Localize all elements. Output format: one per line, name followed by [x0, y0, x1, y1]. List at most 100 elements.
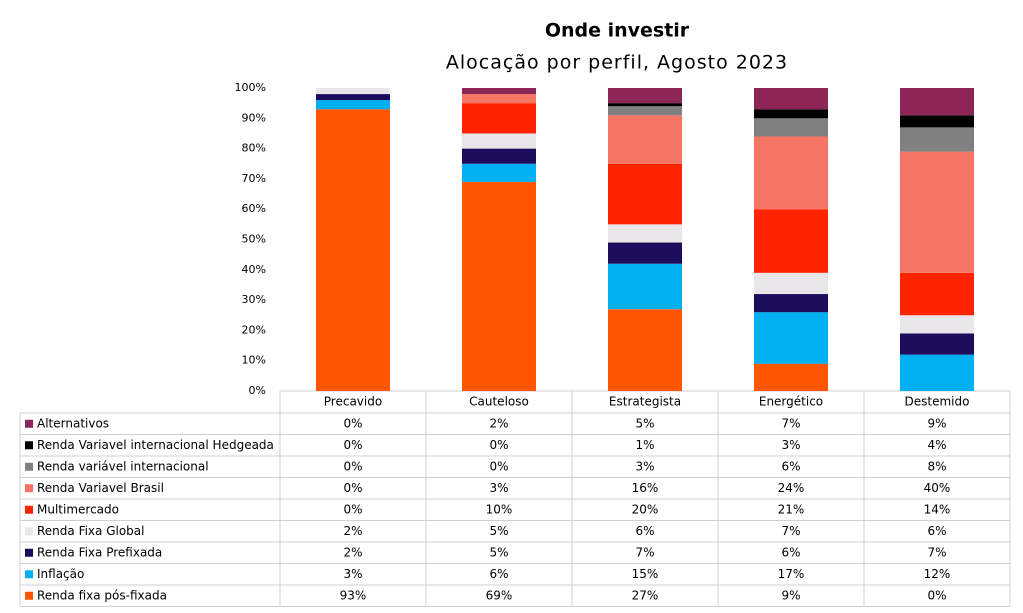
bar-segment	[462, 148, 536, 164]
y-tick-label: 80%	[242, 142, 266, 155]
legend-swatch	[25, 419, 33, 428]
table-cell: 69%	[486, 588, 513, 602]
bar-segment	[754, 109, 828, 119]
y-tick-label: 70%	[242, 172, 266, 185]
table-cell: 9%	[781, 588, 800, 602]
table-cell: 0%	[343, 438, 362, 452]
table-cell: 10%	[486, 502, 513, 516]
legend-swatch	[25, 484, 33, 493]
bar-segment	[316, 100, 390, 110]
legend-label: Renda fixa pós-fixada	[37, 588, 167, 602]
bar-segment	[462, 94, 536, 104]
bar-segment	[900, 127, 974, 152]
bar-segment	[462, 88, 536, 95]
bar-segment	[608, 163, 682, 225]
table-cell: 0%	[343, 481, 362, 495]
table-cell: 3%	[343, 567, 362, 581]
bar-segment	[608, 224, 682, 243]
table-cell: 15%	[632, 567, 659, 581]
bar-segment	[608, 88, 682, 104]
table-cell: 14%	[924, 502, 951, 516]
bar-segment	[900, 354, 974, 391]
bar-segment	[608, 263, 682, 310]
table-cell: 3%	[635, 459, 654, 473]
table-cell: 24%	[778, 481, 805, 495]
x-tick-label: Energético	[759, 395, 823, 409]
table-cell: 2%	[343, 524, 362, 538]
bar-segment	[900, 333, 974, 355]
table-cell: 93%	[340, 588, 367, 602]
legend-label: Renda Fixa Global	[37, 524, 144, 538]
chart-title: Onde investir	[545, 20, 690, 42]
legend-swatch	[25, 462, 33, 471]
table-cell: 0%	[343, 416, 362, 430]
table-cell: 3%	[489, 481, 508, 495]
table-cell: 6%	[489, 567, 508, 581]
bar-segment	[608, 103, 682, 107]
y-tick-label: 10%	[242, 354, 266, 367]
legend-swatch	[25, 505, 33, 514]
table-cell: 7%	[927, 545, 946, 559]
bar-segment	[754, 88, 828, 110]
bar-segment	[900, 151, 974, 273]
y-tick-label: 100%	[235, 81, 266, 94]
table-cell: 1%	[635, 438, 654, 452]
bar-segment	[462, 163, 536, 182]
bar-segment	[754, 363, 828, 391]
bar-segment	[754, 272, 828, 295]
table-cell: 12%	[924, 567, 951, 581]
bar-segment	[900, 115, 974, 128]
table-cell: 20%	[632, 502, 659, 516]
table-cell: 5%	[489, 545, 508, 559]
bar-segment	[462, 133, 536, 149]
table-cell: 4%	[927, 438, 946, 452]
legend-swatch	[25, 570, 33, 579]
bar-segment	[754, 118, 828, 137]
y-tick-label: 60%	[242, 202, 266, 215]
table-cell: 2%	[489, 416, 508, 430]
legend-label: Multimercado	[37, 502, 119, 516]
y-tick-label: 90%	[242, 111, 266, 124]
legend-label: Renda Variavel Brasil	[37, 481, 164, 495]
legend-label: Renda variável internacional	[37, 459, 209, 473]
table-cell: 0%	[343, 459, 362, 473]
table-cell: 0%	[489, 438, 508, 452]
table-cell: 7%	[635, 545, 654, 559]
bar-segment	[316, 94, 390, 101]
table-cell: 6%	[927, 524, 946, 538]
bar-segment	[754, 136, 828, 210]
legend-label: Inflação	[37, 567, 84, 581]
legend-swatch	[25, 441, 33, 450]
y-tick-label: 40%	[242, 263, 266, 276]
table-cell: 2%	[343, 545, 362, 559]
x-tick-label: Destemido	[905, 395, 970, 409]
bar-segment	[754, 209, 828, 273]
bar-segment	[754, 312, 828, 364]
y-tick-label: 50%	[242, 233, 266, 246]
bar-segment	[462, 181, 536, 391]
x-tick-label: Estrategista	[609, 395, 681, 409]
legend-swatch	[25, 591, 33, 600]
table-cell: 6%	[635, 524, 654, 538]
table-cell: 7%	[781, 524, 800, 538]
table-cell: 6%	[781, 545, 800, 559]
legend-swatch	[25, 527, 33, 536]
legend-label: Renda Fixa Prefixada	[37, 545, 162, 559]
bar-segment	[754, 294, 828, 313]
chart-subtitle: Alocação por perfil, Agosto 2023	[446, 52, 788, 74]
legend-swatch	[25, 548, 33, 557]
legend-label: Renda Variavel internacional Hedgeada	[37, 438, 274, 452]
table-cell: 17%	[778, 567, 805, 581]
bar-segment	[316, 88, 390, 95]
table-cell: 0%	[489, 459, 508, 473]
bar-segment	[462, 103, 536, 134]
table-cell: 3%	[781, 438, 800, 452]
table-cell: 8%	[927, 459, 946, 473]
table-cell: 21%	[778, 502, 805, 516]
legend-label: Alternativos	[37, 416, 109, 430]
table-cell: 0%	[927, 588, 946, 602]
bar-segment	[608, 106, 682, 116]
table-cell: 7%	[781, 416, 800, 430]
bar-segment	[900, 272, 974, 316]
bar-segment	[608, 242, 682, 264]
